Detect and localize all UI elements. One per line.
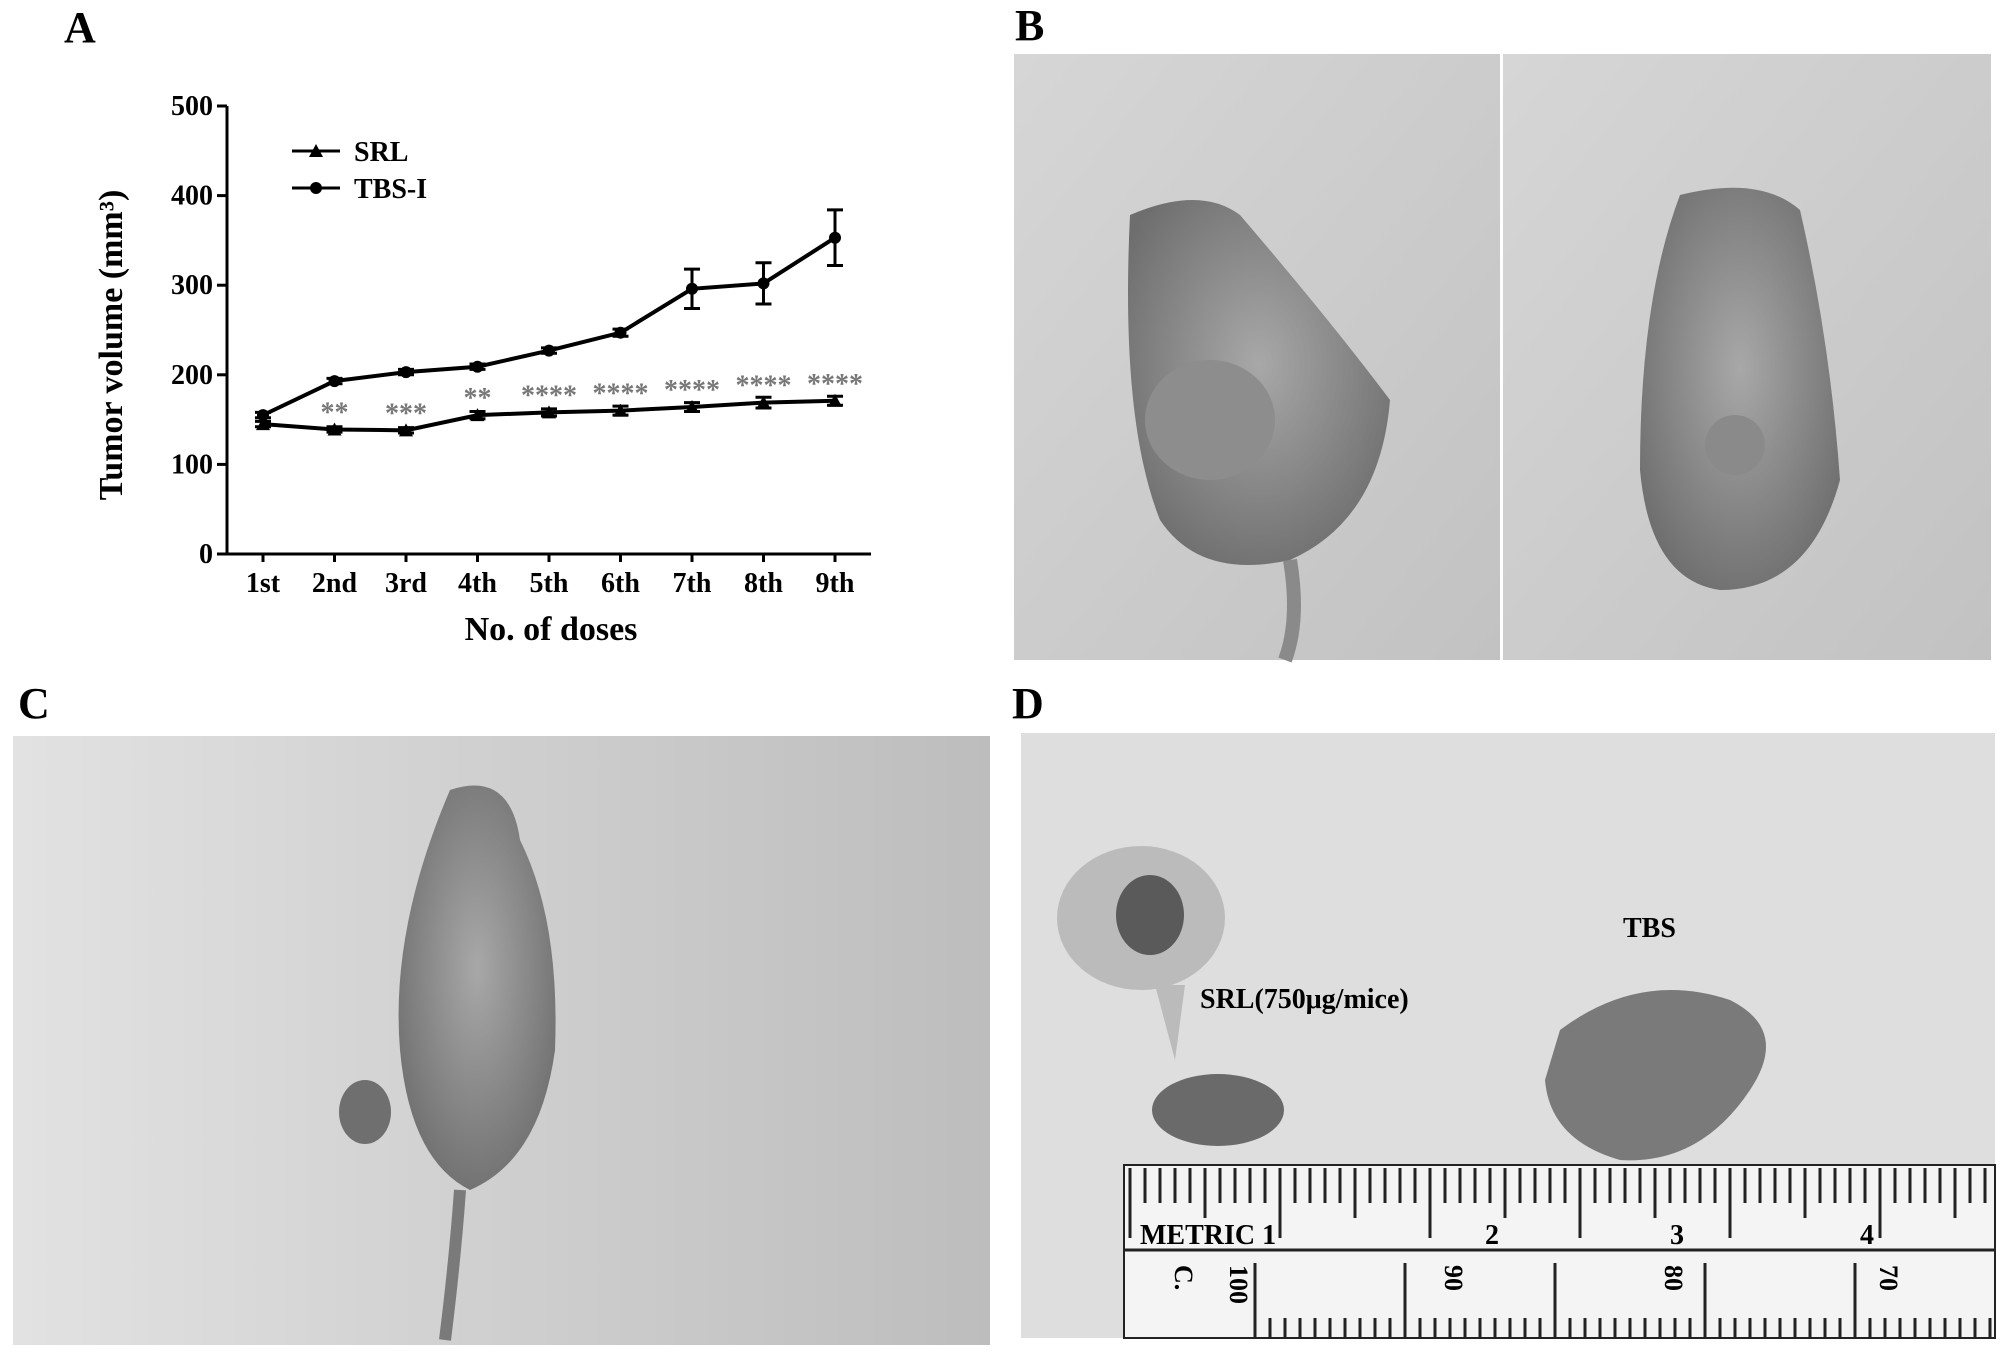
y-axis-label: Tumor volume (mm³): [93, 190, 130, 501]
photo-annotation: TBS: [1623, 913, 1676, 944]
marker: [543, 344, 555, 357]
marker: [400, 366, 412, 379]
photo-d: SRL(750μg/mice) TBS METRIC 1 2 3 4 C. 100 90 80…: [1021, 733, 1996, 1339]
ruler-label: C.: [1169, 1265, 1198, 1290]
x-tick-label: 4th: [458, 568, 497, 599]
marker: [757, 277, 770, 290]
marker: [613, 403, 628, 417]
legend-label: TBS-I: [354, 174, 427, 205]
panel-label: B: [1015, 1, 1044, 50]
x-tick-label: 1st: [246, 568, 281, 599]
significance: ****: [521, 380, 577, 411]
significance: ***: [385, 398, 427, 429]
x-axis-label: No. of doses: [465, 611, 638, 648]
photo-c: [13, 736, 990, 1345]
x-tick-label: 9th: [816, 568, 855, 599]
x-tick-label: 6th: [601, 568, 640, 599]
marker: [471, 360, 484, 373]
x-tick-label: 7th: [673, 568, 712, 599]
marker: [310, 182, 322, 194]
marker: [470, 408, 485, 422]
significance: ****: [807, 369, 863, 400]
marker: [686, 282, 698, 295]
ruler-label: 80: [1659, 1265, 1688, 1291]
significance: ****: [736, 371, 792, 402]
marker: [756, 395, 771, 409]
panel-label: A: [64, 3, 96, 52]
significance: ****: [664, 375, 720, 406]
marker: [257, 409, 269, 422]
y-tick-label: 400: [171, 181, 213, 212]
ruler-label: 3: [1670, 1220, 1684, 1251]
ruler-label: 2: [1485, 1220, 1499, 1251]
marker: [399, 423, 413, 437]
series: [255, 208, 843, 422]
x-tick-label: 3rd: [385, 568, 427, 599]
marker: [327, 422, 342, 436]
y-tick-label: 200: [171, 360, 213, 391]
y-tick-label: 500: [171, 91, 213, 122]
x-tick-label: 5th: [530, 568, 569, 599]
photo-annotation: SRL(750μg/mice): [1200, 984, 1409, 1015]
significance: **: [464, 383, 492, 414]
ruler-label: 70: [1874, 1265, 1903, 1291]
marker: [614, 326, 627, 339]
photo-b: [1014, 54, 1991, 663]
marker: [542, 405, 556, 419]
x-tick-label: 2nd: [312, 568, 358, 599]
y-tick-label: 0: [199, 539, 213, 570]
marker: [309, 144, 323, 157]
ruler-label: 90: [1439, 1265, 1468, 1291]
marker: [828, 393, 842, 407]
ruler-label: METRIC 1: [1140, 1220, 1276, 1251]
ruler-label: 4: [1860, 1220, 1874, 1251]
panel-label: C: [18, 679, 50, 728]
legend-label: SRL: [354, 137, 408, 168]
y-tick-label: 100: [171, 449, 213, 480]
marker: [829, 231, 841, 244]
series: [255, 393, 843, 437]
significance: **: [321, 397, 349, 428]
x-tick-label: 8th: [744, 568, 783, 599]
ruler-label: 100: [1224, 1265, 1253, 1304]
marker: [328, 375, 341, 388]
marker: [256, 417, 270, 431]
panel-label: D: [1012, 679, 1044, 728]
y-tick-label: 300: [171, 270, 213, 301]
marker: [685, 400, 699, 414]
significance: ****: [593, 379, 649, 410]
